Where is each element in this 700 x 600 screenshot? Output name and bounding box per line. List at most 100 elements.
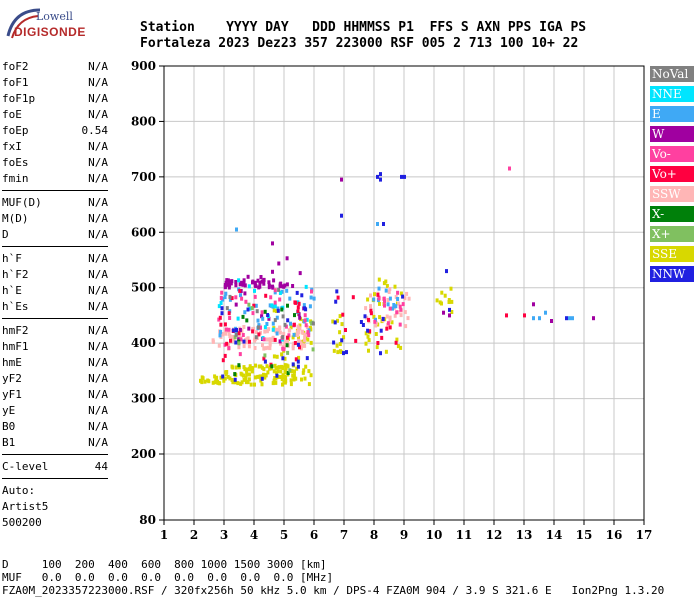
echo-point [304,323,308,328]
echo-point [272,380,276,385]
echo-point [291,346,295,351]
echo-point [218,315,222,320]
param-divider [2,318,108,319]
x-tick-label: 4 [250,528,258,542]
param-value: N/A [88,372,108,385]
echo-point [233,372,237,377]
echo-point [247,326,251,331]
echo-point [381,317,385,321]
echo-point [264,293,268,298]
param-params_group4-1: hmF1 N/A [2,340,108,354]
echo-point [286,303,289,308]
x-tick-label: 9 [400,528,408,542]
echo-point [247,377,251,382]
echo-point [400,174,403,179]
echo-point [369,293,372,298]
echo-point [244,376,248,380]
echo-point [296,359,300,364]
echo-point [303,313,307,318]
echo-point [228,334,232,339]
auto-line1: Auto: [2,484,36,497]
echo-point [336,350,340,355]
echo-point [376,174,379,179]
x-tick-label: 8 [370,528,378,542]
param-value: N/A [88,60,108,73]
echo-point [385,314,389,319]
param-params_group4-3: yF2 N/A [2,372,108,386]
echo-point [251,366,255,371]
echo-point [399,307,403,312]
echo-point [279,341,282,346]
echo-point [399,345,403,350]
echo-point [398,322,402,327]
echo-point [264,346,268,351]
echo-point [286,371,290,375]
echo-point [396,344,400,349]
echo-point [217,304,221,309]
echo-point [271,327,275,332]
echo-point [278,330,282,335]
echo-point [448,313,451,318]
echo-point [278,291,282,295]
echo-point [234,332,238,337]
echo-point [285,256,289,261]
echo-point [291,335,295,340]
echo-point [372,297,376,302]
echo-point [366,334,370,339]
echo-point [253,382,256,387]
echo-point [395,310,399,315]
legend-item-vo-: Vo+ [650,166,694,182]
echo-point [253,280,257,285]
echo-point [398,304,402,309]
echo-point [448,307,451,312]
echo-point [231,380,235,385]
echo-point [263,353,267,358]
echo-point [271,321,275,326]
echo-point [268,342,272,347]
echo-point [219,301,223,305]
echo-point [203,379,207,384]
c-level-label: C-level [2,460,49,473]
param-params_group1-5: fxI N/A [2,140,108,154]
echo-point [301,343,305,348]
echo-point [280,352,284,357]
echo-point [376,292,380,297]
param-divider [2,246,108,247]
echo-point [306,337,310,342]
echo-point [272,308,276,313]
echo-point [265,364,269,369]
echo-point [253,346,257,350]
echo-point [263,325,267,330]
echo-point [296,342,300,347]
echo-point [396,297,400,301]
echo-point [267,327,271,332]
y-tick-label: 900 [131,59,156,73]
echo-point [273,290,277,295]
echo-point [223,285,227,290]
param-name: foE [2,108,22,121]
x-tick-label: 10 [426,528,443,542]
echo-point [264,373,268,378]
echo-point [259,275,263,279]
param-value: N/A [88,300,108,313]
echo-point [342,351,345,356]
echo-point [390,320,394,325]
echo-point [380,335,384,340]
echo-point [407,296,411,301]
x-tick-label: 16 [606,528,623,542]
echo-point [384,349,388,354]
echo-point [225,278,229,283]
echo-point [234,365,238,370]
echo-point [307,369,311,374]
echo-point [251,311,255,316]
param-name: hmF1 [2,340,29,353]
echo-point [242,325,246,329]
echo-point [388,296,392,301]
param-params_group4-4: yF1 N/A [2,388,108,402]
logo-mark-icon [6,8,41,39]
x-tick-label: 11 [456,528,473,542]
echo-point [206,378,210,383]
echo-point [201,376,205,381]
echo-point [259,325,262,330]
echo-point [245,318,249,323]
